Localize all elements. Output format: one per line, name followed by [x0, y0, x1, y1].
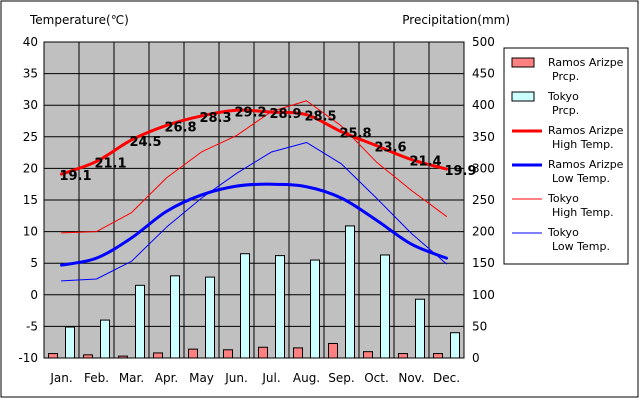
- left-tick-label: 15: [23, 193, 38, 207]
- legend-label: Tokyo: [547, 192, 579, 205]
- tokyo-prcp-bar: [65, 326, 75, 359]
- line-series: [60, 100, 448, 282]
- ramos-prcp-bar: [83, 354, 93, 359]
- left-tick-label: 0: [30, 288, 38, 302]
- ramos-high-data-label: 26.8: [164, 120, 196, 135]
- x-tick-label: Jan.: [49, 371, 72, 385]
- ramos-high-data-label: 29.2: [234, 105, 266, 120]
- bar-series: [48, 225, 460, 359]
- ramos-high-data-label: 19.1: [59, 169, 91, 184]
- ramos-prcp-bar: [118, 355, 128, 359]
- tokyo-prcp-bar: [345, 225, 355, 359]
- legend-swatch: [511, 57, 535, 68]
- ramos-high-data-label: 25.8: [339, 127, 371, 142]
- x-tick-label: Oct.: [364, 371, 389, 385]
- ramos-prcp-bar: [398, 353, 408, 359]
- right-tick-label: 0: [472, 351, 480, 365]
- x-tick-label: Mar.: [119, 371, 144, 385]
- left-axis-label: Temperature(℃): [29, 13, 129, 27]
- ramos-prcp-bar: [363, 351, 373, 359]
- legend-label: Low Temp.: [552, 172, 610, 185]
- left-tick-label: 20: [23, 161, 38, 175]
- ramos-high-data-label: 21.1: [94, 156, 126, 171]
- legend-swatch: [511, 91, 535, 102]
- right-tick-label: 500: [472, 35, 495, 49]
- legend-label: Tokyo: [547, 226, 579, 239]
- ramos-high-data-label: 21.4: [409, 155, 441, 170]
- legend-box: [503, 47, 629, 265]
- right-tick-label: 300: [472, 161, 495, 175]
- ramos-prcp-bar: [48, 353, 58, 359]
- ramos-high-data-label: 28.9: [269, 107, 301, 122]
- legend-label: Ramos Arizpe: [548, 56, 624, 69]
- ramos-high-data-label: 23.6: [374, 141, 406, 156]
- tokyo-prcp-bar: [240, 253, 250, 359]
- x-tick-label: Sep.: [328, 371, 354, 385]
- legend-label: Tokyo: [547, 90, 579, 103]
- x-tick-label: Feb.: [84, 371, 109, 385]
- ramos-high-data-label: 28.5: [304, 110, 336, 125]
- tokyo-prcp-bar: [135, 284, 145, 359]
- legend-label: Low Temp.: [552, 240, 610, 253]
- data-labels: 19.121.124.526.828.3 29.2 28.9 28.525.823.6…: [59, 105, 476, 184]
- axes: -10-505101520253035400501001502002503003…: [18, 35, 495, 385]
- tokyo-prcp-bar: [205, 276, 215, 359]
- ramos-prcp-bar: [153, 352, 163, 359]
- ramos-low-line: [60, 182, 448, 267]
- tokyo-prcp-bar: [275, 255, 285, 359]
- ramos-prcp-bar: [223, 349, 233, 359]
- ramos-prcp-bar: [258, 346, 268, 359]
- right-tick-label: 150: [472, 256, 495, 270]
- legend-label: High Temp.: [552, 138, 614, 151]
- left-tick-label: 40: [23, 35, 38, 49]
- right-axis-label: Precipitation(mm): [402, 13, 510, 27]
- right-tick-label: 350: [472, 130, 495, 144]
- right-tick-label: 50: [472, 319, 487, 333]
- tokyo-prcp-bar: [380, 254, 390, 359]
- legend-label: Prcp.: [552, 70, 579, 83]
- ramos-high-data-label: 19.9: [444, 164, 476, 179]
- right-tick-label: 200: [472, 225, 495, 239]
- right-tick-label: 250: [472, 193, 495, 207]
- legend-label: Prcp.: [552, 104, 579, 117]
- ramos-high-data-label: 24.5: [129, 135, 161, 150]
- ramos-high-data-label: 28.3: [199, 111, 231, 126]
- ramos-high-line: [60, 108, 448, 176]
- x-tick-label: May: [189, 371, 214, 385]
- left-tick-label: -10: [18, 351, 38, 365]
- tokyo-prcp-bar: [170, 275, 180, 359]
- left-tick-label: 25: [23, 130, 38, 144]
- tokyo-low-line: [61, 141, 447, 282]
- tokyo-high-line: [61, 100, 447, 234]
- legend-label: High Temp.: [552, 206, 614, 219]
- tokyo-prcp-bar: [310, 259, 320, 359]
- ramos-prcp-bar: [433, 353, 443, 359]
- legend-label: Ramos Arizpe: [548, 158, 624, 171]
- x-tick-label: Dec.: [433, 371, 460, 385]
- x-tick-label: Nov.: [398, 371, 424, 385]
- right-tick-label: 400: [472, 98, 495, 112]
- x-tick-label: Jul.: [261, 371, 280, 385]
- legend-label: Ramos Arizpe: [548, 124, 624, 137]
- left-tick-label: 35: [23, 67, 38, 81]
- tokyo-prcp-bar: [415, 298, 425, 359]
- x-tick-label: Jun.: [224, 371, 248, 385]
- tokyo-prcp-bar: [100, 319, 110, 359]
- left-tick-label: 30: [23, 98, 38, 112]
- left-tick-label: 5: [30, 256, 38, 270]
- x-tick-label: Apr.: [155, 371, 178, 385]
- tokyo-prcp-bar: [450, 332, 460, 359]
- ramos-prcp-bar: [293, 347, 303, 359]
- ramos-prcp-bar: [328, 342, 338, 359]
- left-tick-label: 10: [23, 225, 38, 239]
- left-tick-label: -5: [26, 319, 38, 333]
- right-tick-label: 100: [472, 288, 495, 302]
- ramos-prcp-bar: [188, 348, 198, 359]
- x-tick-label: Aug.: [293, 371, 320, 385]
- right-tick-label: 450: [472, 67, 495, 81]
